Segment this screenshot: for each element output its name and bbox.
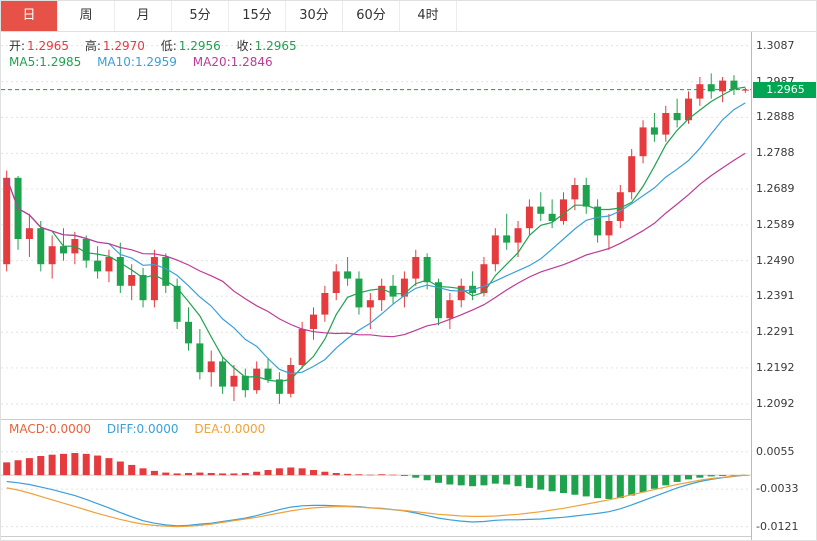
low-value: 1.2956	[178, 39, 221, 53]
dea-value: 0.0000	[223, 422, 266, 436]
panel-divider	[1, 419, 816, 420]
ma10-label: MA10:	[97, 55, 135, 69]
macd-label: MACD:	[9, 422, 50, 436]
low-label: 低:	[160, 39, 177, 53]
timeframe-tabbar: 日 周 月 5分 15分 30分 60分 4时	[1, 1, 816, 32]
macd-legend-row: MACD:0.0000 DIFF:0.0000 DEA:0.0000	[9, 422, 277, 436]
price-axis-label: 1.2192	[756, 360, 795, 374]
ma20-label: MA20:	[192, 55, 231, 69]
chart-area: 开: 1.2965 高: 1.2970 低: 1.2956 收: 1.2965 MA5:…	[1, 32, 816, 540]
diff-label: DIFF:	[106, 422, 137, 436]
tab-month[interactable]: 月	[115, 1, 172, 31]
candlestick-canvas[interactable]	[1, 32, 751, 419]
price-axis-label: 1.3087	[756, 38, 795, 52]
tab-5min[interactable]: 5分	[172, 1, 229, 31]
macd-value: 0.0000	[49, 422, 92, 436]
ma-legend-row: MA5:1.2985 MA10:1.2959 MA20:1.2846	[9, 55, 285, 69]
bottom-border	[1, 536, 816, 537]
price-axis-label: 1.2589	[756, 217, 795, 231]
ma10-value: 1.2959	[134, 55, 177, 69]
tab-day[interactable]: 日	[1, 1, 58, 31]
price-axis-label: 1.2689	[756, 181, 795, 195]
price-axis-label: 1.2291	[756, 325, 795, 339]
macd-axis-label: 0.0055	[756, 444, 795, 458]
macd-panel[interactable]: MACD:0.0000 DIFF:0.0000 DEA:0.0000	[1, 420, 751, 536]
price-axis-label: 1.2888	[756, 110, 795, 124]
price-axis-label: 1.2490	[756, 253, 795, 267]
ma20-value: 1.2846	[230, 55, 273, 69]
ohlc-row: 开: 1.2965 高: 1.2970 低: 1.2956 收: 1.2965	[9, 37, 309, 54]
tab-30min[interactable]: 30分	[286, 1, 343, 31]
current-price-badge: 1.2965	[753, 81, 816, 98]
tab-15min[interactable]: 15分	[229, 1, 286, 31]
close-value: 1.2965	[254, 39, 297, 53]
main-candlestick-panel[interactable]: 开: 1.2965 高: 1.2970 低: 1.2956 收: 1.2965 MA5:…	[1, 32, 751, 419]
diff-value: 0.0000	[136, 422, 179, 436]
tab-week[interactable]: 周	[58, 1, 115, 31]
price-axis-label: 1.2391	[756, 289, 795, 303]
macd-axis-label: -0.0033	[756, 482, 799, 496]
price-axis: 1.30871.29871.28881.27881.26891.25891.24…	[751, 32, 816, 540]
high-value: 1.2970	[102, 39, 145, 53]
tab-60min[interactable]: 60分	[343, 1, 400, 31]
open-value: 1.2965	[27, 39, 70, 53]
dea-label: DEA:	[194, 422, 224, 436]
high-label: 高:	[84, 39, 101, 53]
close-label: 收:	[236, 39, 253, 53]
ma5-value: 1.2985	[39, 55, 82, 69]
tab-4hour[interactable]: 4时	[400, 1, 457, 31]
price-axis-label: 1.2092	[756, 396, 795, 410]
macd-axis-label: -0.0121	[756, 519, 799, 533]
price-axis-label: 1.2788	[756, 146, 795, 160]
ma5-label: MA5:	[9, 55, 40, 69]
macd-canvas[interactable]	[1, 420, 751, 536]
open-label: 开:	[9, 39, 26, 53]
